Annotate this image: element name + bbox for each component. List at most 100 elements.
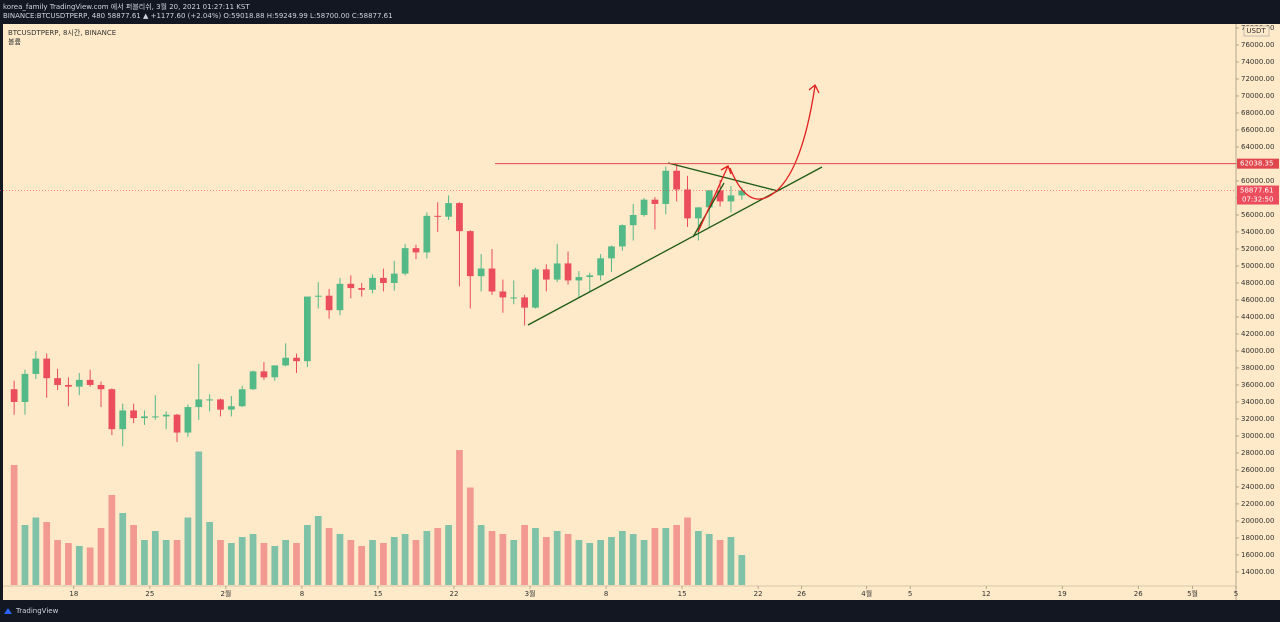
volume-bar <box>260 543 268 585</box>
volume-bar <box>97 528 105 585</box>
candle-body <box>347 283 355 289</box>
volume-bar <box>412 540 420 585</box>
volume-bar <box>640 540 648 585</box>
candle-body <box>369 277 376 290</box>
y-tick-label: 56000.00 <box>1241 211 1274 219</box>
volume-bar <box>347 540 355 585</box>
candle-body <box>705 190 713 208</box>
candle-body <box>282 357 290 366</box>
red-arrow-projection <box>729 83 820 200</box>
x-tick-label: 18 <box>69 590 78 598</box>
y-tick-label: 36000.00 <box>1241 381 1274 389</box>
candle-body <box>217 399 224 410</box>
y-tick-label: 34000.00 <box>1241 398 1274 406</box>
published-line: korea_family TradingView.com 에서 퍼블리쉬, 3월… <box>3 2 250 11</box>
volume-bar <box>293 543 300 585</box>
candle-body <box>97 384 105 390</box>
y-tick-label: 28000.00 <box>1241 449 1274 457</box>
countdown: 07:32:50 <box>1242 196 1273 204</box>
candle-body <box>401 248 409 274</box>
last-price: 58877.61 <box>1240 187 1273 195</box>
volume-bar <box>173 540 181 585</box>
candle-body <box>662 170 670 204</box>
candle-body <box>477 268 485 277</box>
volume-bar <box>466 487 474 585</box>
volume-bar <box>75 546 83 585</box>
currency-box <box>1243 25 1270 37</box>
volume-bar <box>141 540 148 585</box>
candle-body <box>521 297 528 308</box>
volume-bar <box>434 528 442 585</box>
candle-body <box>75 379 83 387</box>
level-price-box <box>1237 158 1279 169</box>
x-tick-label: 5 <box>908 590 912 598</box>
y-tick-label: 20000.00 <box>1241 517 1274 525</box>
volume-bar <box>282 540 290 585</box>
candle-body <box>553 263 561 280</box>
y-tick-label: 32000.00 <box>1241 415 1274 423</box>
level-price: 62038.35 <box>1240 160 1273 168</box>
y-tick-label: 42000.00 <box>1241 330 1274 338</box>
candle-body <box>238 389 246 407</box>
y-tick-label: 70000.00 <box>1241 92 1274 100</box>
candle-body <box>227 406 235 410</box>
candle-body <box>510 297 518 299</box>
candle-body <box>65 384 72 387</box>
y-tick-label: 76000.00 <box>1241 41 1274 49</box>
volume-bar <box>586 543 594 585</box>
candle-body <box>108 389 116 430</box>
volume-layer <box>10 450 746 585</box>
series-title: BTCUSDTPERP, 8시간, BINANCE <box>8 28 116 37</box>
y-tick-label: 68000.00 <box>1241 109 1274 117</box>
red-arrow-up <box>697 165 732 233</box>
volume-bar <box>727 537 735 585</box>
candle-body <box>86 379 94 385</box>
y-tick-label: 16000.00 <box>1241 551 1274 559</box>
candle-body <box>21 373 29 402</box>
y-tick-label: 50000.00 <box>1241 262 1274 270</box>
volume-bar <box>151 531 159 585</box>
candle-body <box>10 389 18 402</box>
candle-body <box>423 215 431 253</box>
candle-body <box>629 214 637 226</box>
volume-bar <box>510 540 518 585</box>
volume-bar <box>629 534 637 585</box>
candle-body <box>575 277 583 281</box>
volume-bar <box>206 522 213 585</box>
volume-bar <box>336 534 344 585</box>
volume-bar <box>130 525 137 585</box>
x-tick-label: 25 <box>145 590 154 598</box>
candle-body <box>151 416 159 418</box>
volume-bar <box>695 531 702 585</box>
volume-bar <box>705 534 713 585</box>
candle-body <box>141 416 148 419</box>
candle-body <box>608 246 615 259</box>
volume-bar <box>542 537 550 585</box>
candle-body <box>532 269 539 308</box>
candle-body <box>673 170 681 190</box>
volume-bar <box>380 543 387 585</box>
candle-body <box>684 189 691 219</box>
last-price-box <box>1237 185 1279 205</box>
volume-bar <box>358 546 366 585</box>
candle-body <box>32 358 40 374</box>
volume-bar <box>618 531 626 585</box>
volume-bar <box>184 517 192 585</box>
y-tick-label: 72000.00 <box>1241 75 1274 83</box>
volume-bar <box>738 555 746 585</box>
currency: USDT <box>1246 27 1266 35</box>
x-tick-label: 26 <box>1134 590 1143 598</box>
brand-logo <box>4 608 12 614</box>
candle-body <box>390 273 398 283</box>
volume-bar <box>597 540 604 585</box>
y-tick-label: 24000.00 <box>1241 483 1274 491</box>
candle-body <box>184 407 192 433</box>
volume-bar <box>684 517 691 585</box>
x-tick-label: 5월 <box>1187 589 1198 598</box>
candle-body <box>445 203 452 217</box>
x-tick-label: 12 <box>982 590 991 598</box>
x-tick-label: 3월 <box>525 589 536 598</box>
candle-body <box>325 295 333 311</box>
volume-bar <box>21 525 29 585</box>
